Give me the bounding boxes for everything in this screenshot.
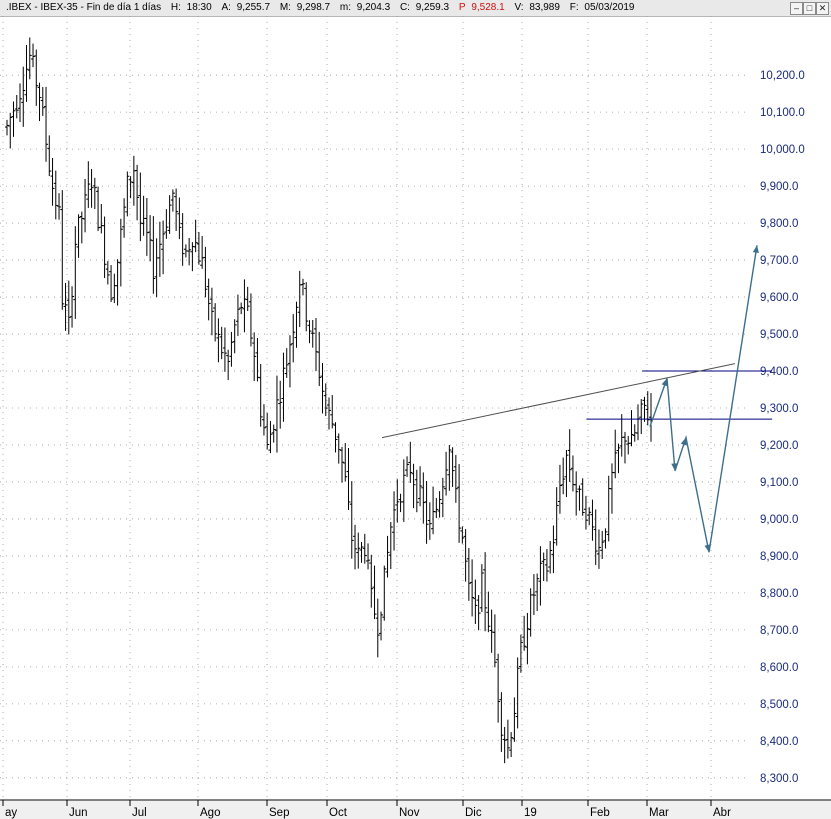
price-chart[interactable]: 8,300.0 8,400.0 8,500.0 8,600.0 8,700.0 8,800… — [0, 16, 831, 819]
x-tick-label: Sep — [269, 807, 289, 819]
h-label: H: — [170, 2, 181, 13]
y-tick-label: 9,100.0 — [760, 477, 798, 489]
y-tick-label: 9,000.0 — [760, 514, 798, 526]
y-tick-label: 9,700.0 — [760, 255, 798, 267]
f-value: 05/03/2019 — [584, 2, 635, 13]
y-tick-label: 10,100.0 — [760, 107, 805, 119]
projection-arrowhead — [661, 378, 668, 387]
x-tick-label: Mar — [649, 807, 669, 819]
x-tick-label: Jun — [69, 807, 88, 819]
x-tick-label: 19 — [524, 807, 537, 819]
y-tick-label: 10,000.0 — [760, 144, 805, 156]
y-tick-label: 9,200.0 — [760, 440, 798, 452]
minimize-button[interactable]: – — [790, 2, 803, 15]
a-label: A: — [221, 2, 231, 13]
y-tick-label: 9,900.0 — [760, 181, 798, 193]
v-label: V: — [514, 2, 524, 13]
projection-arrowhead — [752, 245, 759, 254]
y-tick-label: 10,200.0 — [760, 70, 805, 82]
y-tick-label: 8,400.0 — [760, 736, 798, 748]
y-tick-label: 8,900.0 — [760, 551, 798, 563]
x-tick-label: Oct — [329, 807, 348, 819]
h-value: 18:30 — [186, 2, 212, 13]
min-value: 9,204.3 — [356, 2, 391, 13]
x-tick-label: ay — [5, 807, 17, 819]
x-tick-label: Jul — [132, 807, 147, 819]
f-label: F: — [569, 2, 579, 13]
y-tick-label: 8,800.0 — [760, 588, 798, 600]
y-tick-label: 8,300.0 — [760, 773, 798, 785]
c-label: C: — [399, 2, 410, 13]
y-tick-label: 9,300.0 — [760, 403, 798, 415]
p-value: 9,528.1 — [471, 2, 505, 13]
projection-arrowhead — [671, 463, 678, 471]
y-tick-label: 8,500.0 — [760, 699, 798, 711]
chart-title-bar: .IBEX - IBEX-35 - Fin de día 1 días H: 1… — [0, 0, 831, 17]
x-tick-label: Ago — [200, 807, 220, 819]
a-value: 9,255.7 — [236, 2, 271, 13]
x-tick-label: Dic — [465, 807, 482, 819]
x-tick-label: Nov — [399, 807, 420, 819]
projection-arrowhead — [680, 437, 687, 446]
projection-arrowhead — [704, 544, 711, 553]
y-tick-label: 9,800.0 — [760, 218, 798, 230]
y-tick-label: 9,500.0 — [760, 329, 798, 341]
trend-line — [381, 363, 736, 439]
x-tick-label: Feb — [590, 807, 610, 819]
close-button[interactable]: ✕ — [816, 2, 829, 15]
restore-button[interactable]: □ — [803, 2, 816, 15]
symbol-label: .IBEX - IBEX-35 - Fin de día 1 días — [6, 2, 162, 13]
m-value: 9,298.7 — [296, 2, 331, 13]
x-tick-label: Abr — [713, 807, 731, 819]
x-axis-band — [0, 801, 831, 819]
projection-path — [649, 245, 758, 553]
p-label: P — [458, 2, 466, 13]
v-value: 83,989 — [529, 2, 560, 13]
y-tick-label: 8,700.0 — [760, 625, 798, 637]
y-tick-label: 9,600.0 — [760, 292, 798, 304]
c-value: 9,259.3 — [415, 2, 450, 13]
min-label: m: — [339, 2, 351, 13]
m-label: M: — [279, 2, 291, 13]
y-tick-label: 9,400.0 — [760, 366, 798, 378]
y-tick-label: 8,600.0 — [760, 662, 798, 674]
